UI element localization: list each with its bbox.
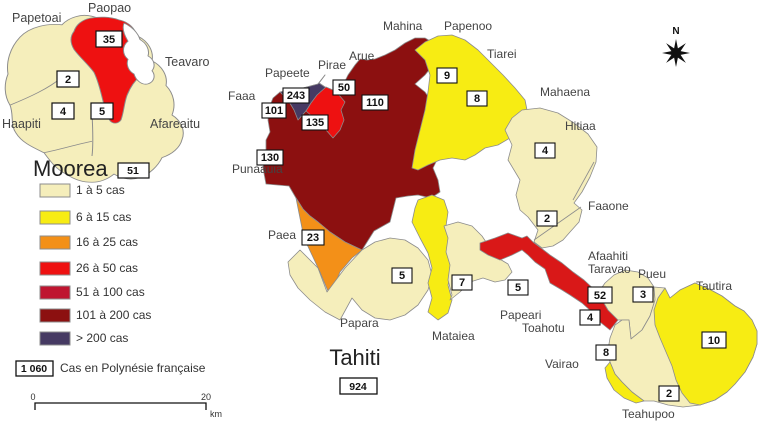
svg-text:Moorea: Moorea xyxy=(33,156,108,181)
svg-text:Papetoai: Papetoai xyxy=(12,11,61,25)
svg-text:Afaahiti: Afaahiti xyxy=(588,249,628,263)
svg-text:Teahupoo: Teahupoo xyxy=(622,407,675,421)
svg-text:243: 243 xyxy=(287,90,305,102)
svg-text:35: 35 xyxy=(103,34,115,46)
svg-text:Afareaitu: Afareaitu xyxy=(150,117,200,131)
svg-text:N: N xyxy=(672,26,679,37)
svg-text:Pirae: Pirae xyxy=(318,58,346,72)
svg-text:> 200 cas: > 200 cas xyxy=(76,331,128,345)
svg-text:Vairao: Vairao xyxy=(545,357,579,371)
svg-text:5: 5 xyxy=(99,106,105,118)
svg-text:Mahaena: Mahaena xyxy=(540,85,590,99)
svg-text:135: 135 xyxy=(306,117,324,129)
svg-text:924: 924 xyxy=(349,381,367,393)
svg-text:Paopao: Paopao xyxy=(88,1,131,15)
svg-text:1 060: 1 060 xyxy=(21,363,47,375)
svg-text:1 à 5 cas: 1 à 5 cas xyxy=(76,183,125,197)
svg-text:Tautira: Tautira xyxy=(696,279,732,293)
svg-text:8: 8 xyxy=(603,347,609,359)
svg-text:52: 52 xyxy=(594,290,606,302)
svg-text:2: 2 xyxy=(544,213,550,225)
svg-text:110: 110 xyxy=(366,97,384,109)
svg-text:0: 0 xyxy=(30,392,35,402)
svg-text:26 à 50 cas: 26 à 50 cas xyxy=(76,261,138,275)
svg-text:Papenoo: Papenoo xyxy=(444,19,492,33)
svg-text:Faaa: Faaa xyxy=(228,89,256,103)
svg-text:Mataiea: Mataiea xyxy=(432,329,475,343)
svg-text:23: 23 xyxy=(307,232,319,244)
svg-text:50: 50 xyxy=(338,82,350,94)
svg-text:Arue: Arue xyxy=(349,49,375,63)
svg-text:20: 20 xyxy=(201,392,211,402)
svg-text:Pueu: Pueu xyxy=(638,267,666,281)
svg-text:2: 2 xyxy=(65,74,71,86)
svg-text:101 à 200 cas: 101 à 200 cas xyxy=(76,308,151,322)
svg-text:Mahina: Mahina xyxy=(383,19,423,33)
svg-text:4: 4 xyxy=(60,106,67,118)
svg-text:6 à 15 cas: 6 à 15 cas xyxy=(76,210,131,224)
svg-text:Paea: Paea xyxy=(268,228,296,242)
svg-text:Haapiti: Haapiti xyxy=(2,117,41,131)
svg-text:2: 2 xyxy=(666,388,672,400)
svg-text:51 à 100 cas: 51 à 100 cas xyxy=(76,285,145,299)
svg-text:Tiarei: Tiarei xyxy=(487,47,517,61)
svg-text:Papeete: Papeete xyxy=(265,66,310,80)
svg-text:Taravao: Taravao xyxy=(588,262,631,276)
svg-text:51: 51 xyxy=(127,165,139,177)
svg-text:10: 10 xyxy=(708,335,720,347)
svg-text:Toahotu: Toahotu xyxy=(522,321,565,335)
svg-text:8: 8 xyxy=(474,93,480,105)
svg-text:130: 130 xyxy=(261,152,279,164)
svg-text:3: 3 xyxy=(640,289,646,301)
svg-text:9: 9 xyxy=(444,70,450,82)
svg-text:Hitiaa: Hitiaa xyxy=(565,119,596,133)
svg-text:4: 4 xyxy=(542,145,549,157)
svg-text:Papara: Papara xyxy=(340,316,379,330)
svg-text:5: 5 xyxy=(399,270,405,282)
svg-text:Faaone: Faaone xyxy=(588,199,629,213)
svg-text:km: km xyxy=(210,409,222,419)
svg-text:7: 7 xyxy=(459,277,465,289)
svg-text:5: 5 xyxy=(515,282,521,294)
svg-text:Tahiti: Tahiti xyxy=(329,345,380,370)
svg-text:Cas en Polynésie française: Cas en Polynésie française xyxy=(60,361,206,375)
svg-text:16 à 25 cas: 16 à 25 cas xyxy=(76,235,138,249)
svg-text:4: 4 xyxy=(587,312,594,324)
svg-text:Papeari: Papeari xyxy=(500,308,541,322)
svg-text:Teavaro: Teavaro xyxy=(165,55,210,69)
svg-text:101: 101 xyxy=(265,105,283,117)
